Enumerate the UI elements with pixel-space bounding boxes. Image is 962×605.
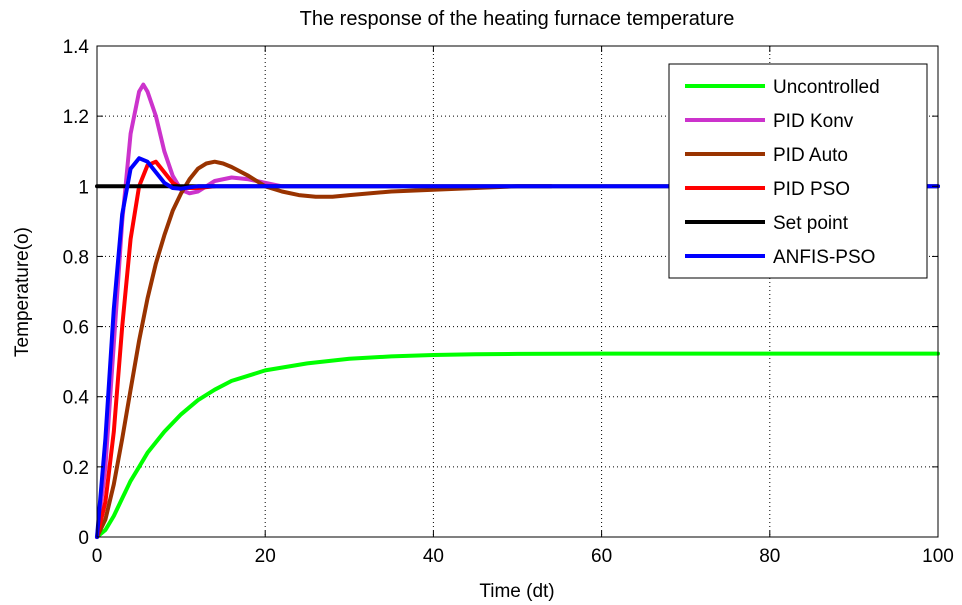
legend-label-set-point: Set point	[773, 213, 849, 234]
plot-frame	[96, 45, 939, 538]
y-tick-label: 0.2	[63, 458, 89, 479]
y-axis-label: Temperature(o)	[12, 227, 33, 357]
legend-label-uncontrolled: Uncontrolled	[773, 77, 880, 98]
chart-title: The response of the heating furnace temp…	[300, 8, 735, 30]
series-line-pid-auto	[95, 159, 554, 539]
series-line-uncontrolled	[95, 351, 940, 539]
y-tick-label: 0.6	[63, 318, 89, 339]
series-line-anfis-pso	[95, 156, 940, 539]
y-tick-label: 0	[78, 528, 89, 549]
y-tick-label: 0.8	[63, 247, 89, 268]
x-tick-label: 80	[759, 546, 780, 567]
legend-label-pid-auto: PID Auto	[773, 145, 848, 166]
x-tick-label: 40	[423, 546, 444, 567]
ticks: 0 20 40 60 80 100 0 0.2 0.4 0.6 0.8 1 1.2 1.4	[63, 37, 954, 567]
x-tick-label: 60	[591, 546, 612, 567]
y-tick-label: 1.4	[63, 37, 90, 58]
legend-label-pid-konv: PID Konv	[773, 111, 854, 132]
legend: Uncontrolled PID Konv PID Auto PID PSO Set p…	[668, 63, 928, 279]
legend-box	[668, 63, 928, 279]
legend-label-pid-pso: PID PSO	[773, 179, 850, 200]
x-axis-label: Time (dt)	[479, 581, 554, 602]
y-tick-label: 1.2	[63, 107, 89, 128]
x-tick-label: 0	[92, 546, 103, 567]
y-tick-label: 0.4	[63, 388, 90, 409]
legend-label-anfis-pso: ANFIS-PSO	[773, 247, 875, 268]
x-tick-label: 20	[255, 546, 276, 567]
x-tick-label: 100	[922, 546, 954, 567]
y-tick-label: 1	[78, 177, 89, 198]
